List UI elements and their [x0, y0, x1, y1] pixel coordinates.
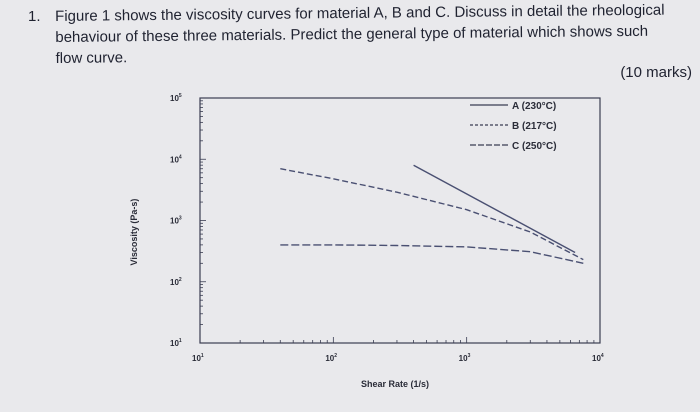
legend-label-c: C (250°C) — [512, 141, 557, 152]
x-tick-label: 101 — [192, 353, 204, 363]
x-tick-label: 103 — [459, 353, 471, 363]
y-tick-label: 103 — [170, 216, 182, 226]
x-axis-label: Shear Rate (1/s) — [361, 379, 429, 389]
x-tick-label: 104 — [592, 353, 604, 363]
series-line-a — [413, 164, 576, 254]
y-tick-label: 105 — [170, 93, 182, 103]
series-line-b — [280, 168, 584, 261]
question-number: 1. — [28, 8, 41, 25]
series-line-c — [280, 244, 584, 264]
plot-frame — [199, 97, 601, 344]
x-tick-label: 102 — [325, 353, 337, 363]
legend-label-b: B (217°C) — [512, 121, 557, 132]
question-marks: (10 marks) — [620, 64, 692, 81]
y-tick-label: 102 — [170, 277, 182, 287]
y-tick-label: 104 — [170, 154, 182, 164]
legend-label-a: A (230°C) — [512, 101, 556, 112]
y-axis-label: Viscosity (Pa-s) — [129, 199, 139, 266]
y-tick-label: 101 — [170, 338, 182, 348]
